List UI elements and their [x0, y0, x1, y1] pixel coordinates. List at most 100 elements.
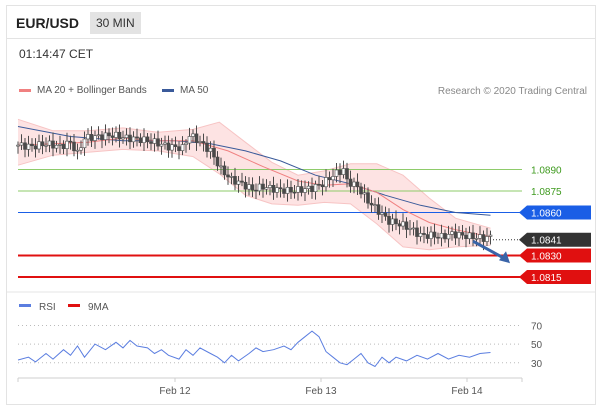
- rsi-tick-label: 30: [531, 359, 543, 370]
- candle-body: [432, 231, 437, 238]
- candle-body: [478, 234, 482, 239]
- candle-body: [345, 168, 349, 180]
- candle-body: [233, 176, 237, 185]
- candle-body: [373, 204, 377, 206]
- ma20-label: MA 20 + Bollinger Bands: [37, 85, 147, 96]
- price-level-label: 1.0875: [531, 187, 562, 198]
- candle-body: [411, 227, 416, 230]
- candle-body: [208, 147, 213, 152]
- candle-body: [446, 234, 451, 240]
- candle-body: [68, 140, 73, 143]
- candle-body: [163, 142, 167, 145]
- candle-body: [82, 138, 87, 149]
- candle-body: [243, 181, 248, 190]
- candle-body: [418, 233, 423, 237]
- symbol-label[interactable]: EUR/USD: [16, 15, 80, 31]
- candle-body: [278, 187, 283, 190]
- candle-body: [166, 142, 171, 151]
- candle-body: [114, 131, 118, 138]
- rsi-chart: RSI 9MA 70 50 30: [17, 302, 543, 370]
- candle-body: [86, 134, 90, 140]
- candle-body: [103, 132, 108, 140]
- candle-body: [366, 192, 370, 204]
- candle-body: [348, 178, 353, 187]
- candle-body: [72, 141, 76, 152]
- candle-body: [89, 134, 94, 141]
- candle-body: [457, 232, 461, 239]
- candle-body: [355, 181, 360, 188]
- candle-body: [54, 144, 59, 149]
- timestamp: 01:14:47 CET: [19, 47, 94, 61]
- candle-body: [271, 185, 276, 193]
- candle-body: [121, 137, 125, 140]
- candle-body: [51, 140, 55, 149]
- candle-body: [460, 232, 465, 236]
- rsi-legend-label: RSI: [39, 302, 56, 313]
- candle-body: [75, 149, 80, 152]
- rsi-line: [17, 330, 491, 368]
- candle-body: [152, 138, 157, 144]
- candle-body: [261, 183, 265, 190]
- candle-body: [464, 234, 468, 240]
- forecast-arrow-shaft: [472, 239, 505, 260]
- credit-text: Research © 2020 Trading Central: [437, 86, 587, 97]
- candle-body: [471, 232, 475, 240]
- legend-ma50: MA 50: [162, 85, 208, 96]
- candle-body: [131, 136, 136, 143]
- candle-body: [383, 212, 388, 217]
- candle-body: [219, 165, 223, 168]
- candle-body: [481, 234, 486, 242]
- price-level-label: 1.0815: [531, 273, 562, 284]
- candle-body: [110, 135, 115, 138]
- candle-body: [191, 133, 195, 137]
- rsi-ma-swatch: [68, 304, 80, 307]
- candle-body: [296, 186, 300, 193]
- candle-body: [450, 231, 454, 235]
- candle-body: [61, 144, 66, 150]
- candles: [16, 124, 493, 251]
- candle-body: [474, 238, 479, 240]
- bollinger-upper-line: [17, 118, 491, 229]
- price-level-tag: [519, 248, 591, 263]
- ma50-swatch: [162, 88, 174, 92]
- candle-body: [334, 169, 339, 177]
- candle-body: [369, 202, 374, 206]
- candle-body: [275, 187, 279, 193]
- candle-body: [488, 234, 493, 237]
- candle-body: [229, 176, 234, 178]
- candle-body: [254, 189, 258, 192]
- candle-body: [142, 136, 146, 144]
- candle-body: [58, 144, 62, 146]
- candle-body: [257, 183, 262, 192]
- candle-body: [156, 138, 160, 147]
- candle-body: [247, 184, 251, 190]
- candle-body: [117, 131, 122, 140]
- candle-body: [429, 231, 433, 239]
- candle-body: [250, 184, 255, 191]
- candle-body: [467, 232, 472, 240]
- forecast-arrow-head: [499, 251, 510, 264]
- candle-body: [194, 133, 199, 143]
- candle-body: [408, 227, 412, 230]
- rsi-tick-label: 50: [531, 340, 543, 351]
- candle-body: [180, 144, 185, 151]
- candle-body: [226, 174, 230, 178]
- price-level-label: 1.0830: [531, 251, 562, 262]
- candle-body: [313, 184, 318, 193]
- candle-body: [331, 176, 335, 181]
- candle-body: [37, 141, 41, 150]
- x-tick-label: Feb 14: [451, 386, 483, 397]
- candle-body: [292, 191, 297, 194]
- candle-body: [187, 136, 192, 144]
- candle-body: [310, 185, 314, 193]
- rsi-ma-legend-label: 9MA: [88, 302, 109, 313]
- candle-body: [173, 144, 178, 147]
- candle-body: [422, 233, 426, 235]
- x-tick-label: Feb 13: [305, 386, 337, 397]
- candle-body: [285, 187, 290, 194]
- candle-body: [47, 140, 52, 146]
- timeframe-badge[interactable]: 30 MIN: [90, 12, 141, 34]
- candle-body: [394, 218, 398, 225]
- candle-body: [415, 227, 419, 237]
